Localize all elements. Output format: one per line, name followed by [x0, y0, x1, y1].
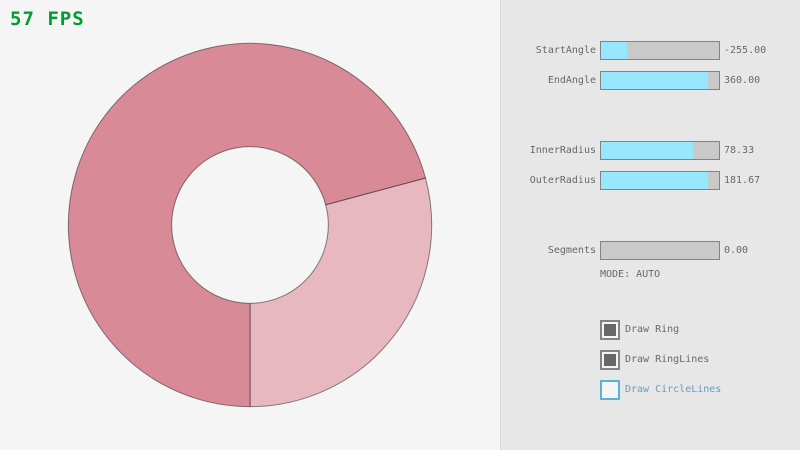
- slider-row-segments: Segments 0.00: [0, 241, 800, 260]
- slider-row-innerradius: InnerRadius 78.33: [0, 141, 800, 160]
- startangle-slider[interactable]: [600, 41, 720, 60]
- outerradius-slider-fill: [601, 172, 709, 189]
- fps-counter: 57 FPS: [10, 8, 85, 30]
- checkbox-draw-ringlines-label: Draw RingLines: [625, 354, 710, 365]
- checkbox-draw-ring-label: Draw Ring: [625, 324, 680, 335]
- segments-slider[interactable]: [600, 241, 720, 260]
- innerradius-value: 78.33: [724, 145, 755, 156]
- checkbox-draw-ring[interactable]: Draw Ring: [600, 320, 780, 340]
- endangle-slider-fill: [601, 72, 708, 89]
- checkbox-box[interactable]: [600, 320, 620, 340]
- ring-sector-light: [249, 177, 433, 408]
- segments-label: Segments: [547, 245, 596, 256]
- startangle-slider-fill: [601, 42, 627, 59]
- ring-sector-dark: [67, 42, 427, 408]
- slider-row-outerradius: OuterRadius 181.67: [0, 171, 800, 190]
- checkmark-icon: [604, 324, 616, 336]
- checkbox-box[interactable]: [600, 380, 620, 400]
- checkmark-icon: [604, 354, 616, 366]
- outerradius-label: OuterRadius: [529, 175, 596, 186]
- startangle-value: -255.00: [724, 45, 767, 56]
- innerradius-label: InnerRadius: [529, 145, 596, 156]
- endangle-value: 360.00: [724, 75, 761, 86]
- innerradius-slider[interactable]: [600, 141, 720, 160]
- startangle-label: StartAngle: [535, 45, 596, 56]
- slider-row-startangle: StartAngle -255.00: [0, 41, 800, 60]
- checkbox-box[interactable]: [600, 350, 620, 370]
- segments-value: 0.00: [724, 245, 749, 256]
- checkbox-draw-ringlines[interactable]: Draw RingLines: [600, 350, 780, 370]
- segments-mode-text: MODE: AUTO: [600, 269, 661, 280]
- slider-row-endangle: EndAngle 360.00: [0, 71, 800, 90]
- endangle-label: EndAngle: [547, 75, 596, 86]
- outerradius-slider[interactable]: [600, 171, 720, 190]
- checkbox-draw-circlelines[interactable]: Draw CircleLines: [600, 380, 780, 400]
- endangle-slider[interactable]: [600, 71, 720, 90]
- innerradius-slider-fill: [601, 142, 694, 159]
- outerradius-value: 181.67: [724, 175, 761, 186]
- checkbox-draw-circlelines-label: Draw CircleLines: [625, 384, 722, 395]
